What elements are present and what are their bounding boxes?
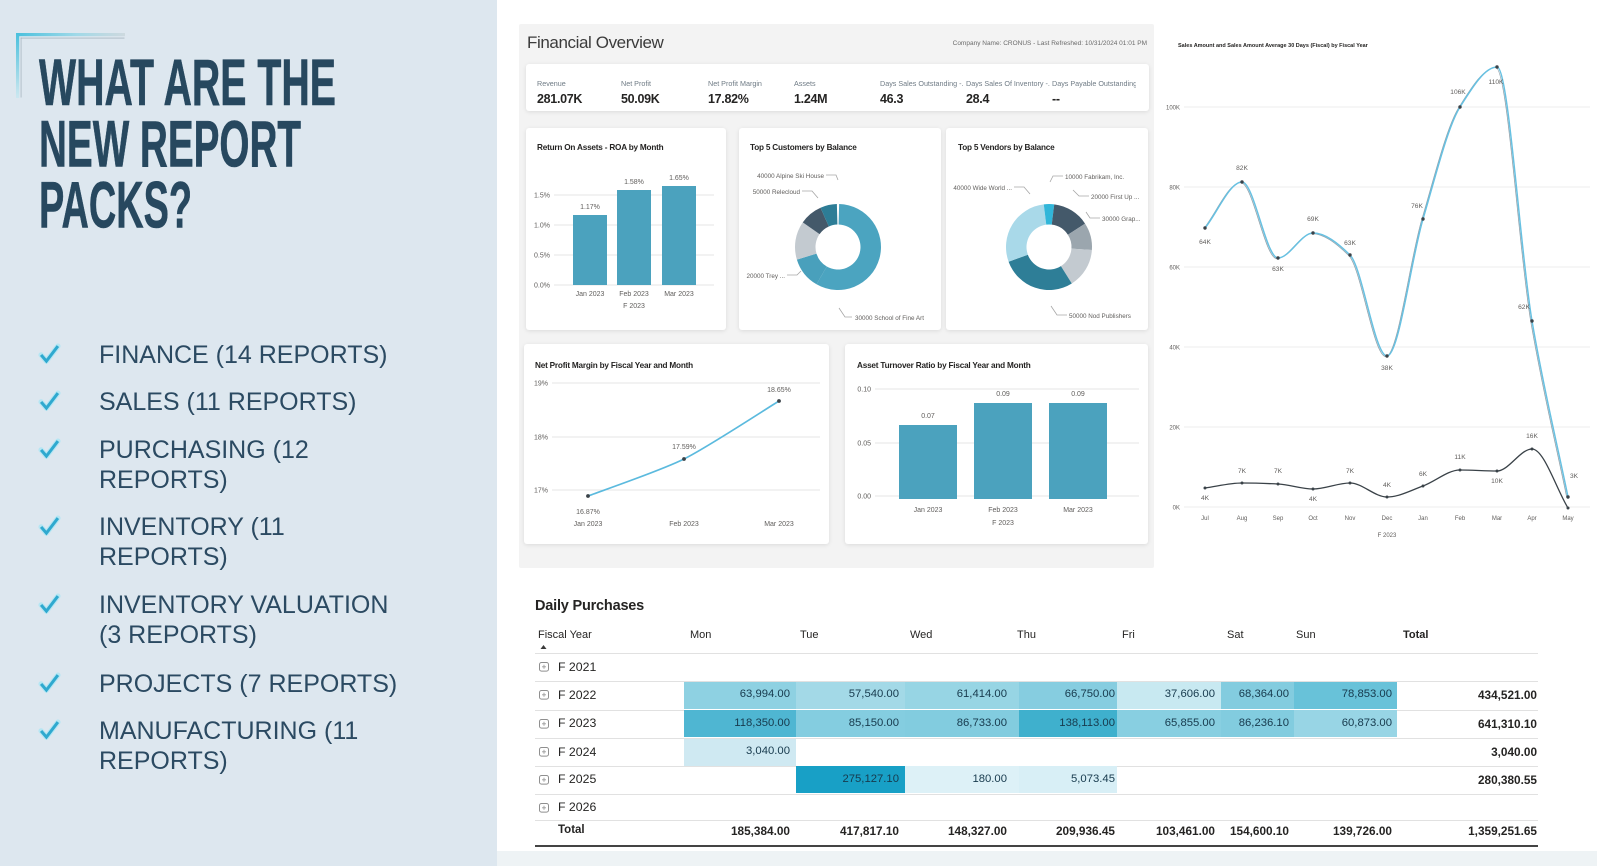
svg-text:60K: 60K: [1169, 266, 1180, 272]
svg-text:63K: 63K: [1344, 240, 1356, 247]
svg-text:50000 Relecloud: 50000 Relecloud: [753, 189, 801, 196]
svg-text:Feb 2023: Feb 2023: [619, 291, 649, 298]
svg-text:38K: 38K: [1381, 365, 1393, 372]
svg-text:3K: 3K: [1570, 473, 1579, 480]
svg-text:0.07: 0.07: [921, 413, 935, 420]
svg-text:1.65%: 1.65%: [669, 175, 689, 182]
svg-text:F 2023: F 2023: [992, 520, 1014, 527]
svg-text:0K: 0K: [1173, 506, 1180, 512]
svg-text:20000 First Up ...: 20000 First Up ...: [1091, 194, 1140, 201]
svg-text:Apr: Apr: [1527, 516, 1536, 522]
svg-text:69K: 69K: [1307, 216, 1319, 223]
svg-text:40K: 40K: [1169, 346, 1180, 352]
svg-text:Sep: Sep: [1273, 516, 1284, 522]
svg-text:7K: 7K: [1274, 468, 1283, 475]
svg-text:Dec: Dec: [1382, 516, 1393, 522]
svg-text:0.00: 0.00: [857, 494, 871, 501]
svg-text:7K: 7K: [1346, 468, 1355, 475]
svg-text:62K: 62K: [1518, 304, 1530, 311]
svg-text:Mar: Mar: [1492, 516, 1502, 522]
svg-text:Jan 2023: Jan 2023: [576, 291, 605, 298]
svg-text:F 2023: F 2023: [1378, 533, 1397, 539]
svg-text:May: May: [1562, 516, 1573, 522]
svg-text:20000 Trey ...: 20000 Trey ...: [746, 273, 785, 280]
svg-text:Feb: Feb: [1455, 516, 1466, 522]
svg-text:4K: 4K: [1201, 495, 1210, 502]
svg-text:F 2023: F 2023: [623, 303, 645, 310]
svg-text:4K: 4K: [1383, 482, 1392, 489]
svg-text:Mar 2023: Mar 2023: [764, 521, 794, 528]
svg-text:1.58%: 1.58%: [624, 179, 644, 186]
svg-text:Oct: Oct: [1308, 516, 1318, 522]
svg-text:0.09: 0.09: [996, 391, 1010, 398]
svg-text:30000 School of Fine Art: 30000 School of Fine Art: [855, 315, 924, 322]
svg-text:64K: 64K: [1199, 239, 1211, 246]
svg-text:0.5%: 0.5%: [534, 253, 550, 260]
svg-text:110K: 110K: [1489, 79, 1505, 86]
svg-text:Mar 2023: Mar 2023: [1063, 507, 1093, 514]
svg-text:100K: 100K: [1166, 106, 1180, 112]
svg-text:20K: 20K: [1169, 426, 1180, 432]
svg-text:0.05: 0.05: [857, 441, 871, 448]
svg-text:50000 Nod Publishers: 50000 Nod Publishers: [1069, 313, 1131, 320]
svg-text:80K: 80K: [1169, 186, 1180, 192]
svg-text:76K: 76K: [1411, 203, 1423, 210]
svg-text:Sales Amount and Sales Amount: Sales Amount and Sales Amount Average 30…: [1178, 43, 1369, 49]
svg-text:0.09: 0.09: [1071, 391, 1085, 398]
svg-text:18.65%: 18.65%: [767, 387, 791, 394]
svg-text:1.17%: 1.17%: [580, 204, 600, 211]
svg-text:WHAT ARE THE: WHAT ARE THE: [39, 46, 336, 119]
svg-text:40000 Alpine Ski House: 40000 Alpine Ski House: [757, 173, 824, 180]
svg-text:18%: 18%: [534, 435, 548, 442]
svg-text:19%: 19%: [534, 381, 548, 388]
svg-text:17%: 17%: [534, 488, 548, 495]
svg-text:10000 Fabrikam, Inc.: 10000 Fabrikam, Inc.: [1065, 174, 1124, 181]
svg-text:Feb 2023: Feb 2023: [669, 521, 699, 528]
svg-text:6K: 6K: [1419, 471, 1428, 478]
svg-text:11K: 11K: [1454, 454, 1466, 461]
svg-text:82K: 82K: [1236, 165, 1248, 172]
svg-text:17.59%: 17.59%: [672, 444, 696, 451]
svg-text:Jan 2023: Jan 2023: [914, 507, 943, 514]
svg-text:Nov: Nov: [1345, 516, 1356, 522]
svg-text:Feb 2023: Feb 2023: [988, 507, 1018, 514]
svg-text:1.0%: 1.0%: [534, 223, 550, 230]
svg-text:106K: 106K: [1450, 89, 1466, 96]
svg-text:PACKS?: PACKS?: [39, 169, 192, 242]
svg-text:Jan 2023: Jan 2023: [574, 521, 603, 528]
svg-text:0.0%: 0.0%: [534, 283, 550, 290]
svg-text:Mar 2023: Mar 2023: [664, 291, 694, 298]
svg-text:10K: 10K: [1491, 478, 1503, 485]
svg-text:63K: 63K: [1272, 266, 1284, 273]
svg-text:Jan: Jan: [1418, 516, 1428, 522]
svg-text:16K: 16K: [1526, 433, 1538, 440]
svg-text:4K: 4K: [1309, 496, 1318, 503]
svg-text:30000 Grap...: 30000 Grap...: [1102, 216, 1141, 223]
svg-text:NEW REPORT: NEW REPORT: [39, 108, 301, 181]
svg-text:Jul: Jul: [1201, 516, 1209, 522]
svg-text:Aug: Aug: [1237, 516, 1248, 522]
svg-text:16.87%: 16.87%: [576, 509, 600, 516]
svg-text:1.5%: 1.5%: [534, 193, 550, 200]
svg-text:0.10: 0.10: [857, 387, 871, 394]
svg-text:40000 Wide World ...: 40000 Wide World ...: [953, 185, 1012, 192]
svg-text:7K: 7K: [1238, 468, 1247, 475]
